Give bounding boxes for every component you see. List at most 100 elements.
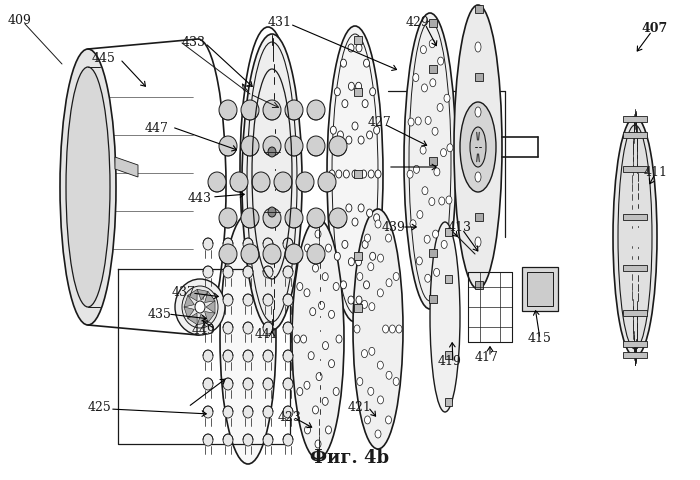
Bar [527,273,553,306]
Ellipse shape [241,137,259,156]
Ellipse shape [300,336,307,343]
Ellipse shape [307,137,325,156]
Ellipse shape [396,325,402,333]
Ellipse shape [413,74,419,83]
Ellipse shape [432,128,438,136]
Ellipse shape [326,426,332,434]
Text: 447: 447 [145,121,169,134]
Ellipse shape [433,269,440,277]
Bar [354,89,362,97]
Text: 441: 441 [255,328,279,341]
Ellipse shape [329,209,347,228]
Text: 417: 417 [475,351,499,364]
Ellipse shape [195,301,205,313]
Ellipse shape [377,396,384,404]
Ellipse shape [283,239,293,251]
Ellipse shape [60,50,116,325]
Ellipse shape [438,58,444,66]
Ellipse shape [263,350,273,362]
Bar [623,117,647,123]
Ellipse shape [386,235,391,242]
Ellipse shape [365,235,370,242]
Ellipse shape [304,426,311,434]
Ellipse shape [219,209,237,228]
Ellipse shape [283,323,293,334]
Ellipse shape [274,173,292,192]
Ellipse shape [329,137,347,156]
Ellipse shape [223,294,233,306]
Ellipse shape [377,254,384,263]
Ellipse shape [243,406,253,418]
Ellipse shape [470,128,486,168]
Ellipse shape [357,273,363,281]
Ellipse shape [203,239,213,251]
Ellipse shape [203,406,213,418]
Ellipse shape [613,118,657,357]
Ellipse shape [342,100,348,108]
Ellipse shape [223,323,233,334]
Polygon shape [184,307,195,319]
Ellipse shape [243,323,253,334]
Text: 423: 423 [278,411,302,424]
Polygon shape [206,301,215,313]
Ellipse shape [308,352,314,360]
Ellipse shape [304,244,311,252]
Ellipse shape [304,289,310,297]
Ellipse shape [362,100,368,108]
Ellipse shape [294,336,300,343]
Ellipse shape [340,281,346,289]
Bar [475,74,483,82]
Ellipse shape [441,241,447,249]
Ellipse shape [618,126,652,349]
Ellipse shape [263,137,281,156]
Ellipse shape [322,397,328,406]
Ellipse shape [414,166,419,174]
Ellipse shape [370,253,376,261]
Text: 421: 421 [348,401,372,414]
Ellipse shape [203,434,213,446]
Ellipse shape [219,137,237,156]
Ellipse shape [393,378,399,386]
Ellipse shape [312,406,318,414]
Ellipse shape [422,187,428,195]
Ellipse shape [242,35,302,330]
Bar [354,36,362,45]
Text: 443: 443 [188,191,212,204]
Ellipse shape [430,223,460,412]
Ellipse shape [316,373,322,381]
Ellipse shape [263,323,273,334]
Ellipse shape [335,88,340,96]
Ellipse shape [297,388,303,396]
Ellipse shape [263,406,273,418]
Ellipse shape [348,45,354,53]
Ellipse shape [421,85,428,93]
Ellipse shape [439,198,444,205]
Ellipse shape [337,132,344,140]
Ellipse shape [447,144,453,153]
Ellipse shape [433,230,438,239]
Text: 415: 415 [528,331,552,344]
Ellipse shape [263,294,273,306]
Ellipse shape [415,118,421,126]
Bar [623,265,647,271]
Ellipse shape [203,294,213,306]
Bar [475,6,483,14]
Ellipse shape [356,45,362,53]
Ellipse shape [203,323,213,334]
Ellipse shape [354,325,360,333]
Ellipse shape [322,273,328,281]
Ellipse shape [375,171,381,179]
Ellipse shape [363,60,370,68]
Ellipse shape [368,387,374,396]
Ellipse shape [475,43,481,53]
Ellipse shape [424,236,430,244]
Ellipse shape [328,360,335,368]
Ellipse shape [223,378,233,390]
Bar [623,167,647,173]
Ellipse shape [425,117,431,125]
Ellipse shape [203,350,213,362]
Ellipse shape [429,41,435,48]
Ellipse shape [223,266,233,278]
Ellipse shape [383,325,389,333]
Ellipse shape [475,238,481,248]
